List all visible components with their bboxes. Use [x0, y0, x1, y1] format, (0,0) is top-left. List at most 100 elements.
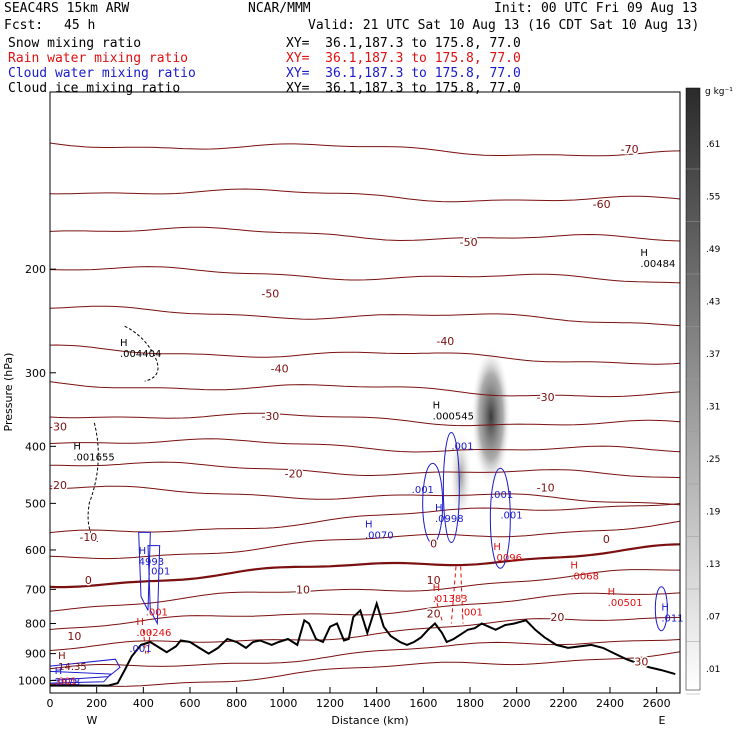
maximum-label: H: [435, 503, 443, 514]
maximum-label: H: [661, 602, 669, 613]
maximum-label: .0998: [435, 514, 464, 525]
colorbar-label: .19: [706, 508, 721, 518]
temperature-contour-label: -30: [49, 420, 67, 433]
legend-cloud-water-xy: XY= 36.1,187.3 to 175.8, 77.0: [286, 66, 521, 81]
cloud-water-contour: [422, 462, 444, 544]
y-axis-ticks: 200 300 400 500 600 700 800 900 1000: [18, 263, 56, 688]
cloud-water-contour: [138, 531, 151, 611]
maximum-label: .001: [461, 607, 483, 618]
cloud-water-contour: [49, 658, 121, 682]
colorbar-label: .55: [706, 193, 720, 203]
maximum-label: H: [433, 583, 441, 594]
temperature-contour-line: [50, 461, 681, 479]
temperature-contour-label: -50: [261, 288, 279, 301]
temperature-contour-line: [49, 520, 681, 560]
temperature-contour-label: -10: [537, 482, 555, 495]
ice-contour: [87, 422, 100, 544]
temperature-contour-label: 0: [603, 533, 610, 546]
maximum-label: .0068: [570, 571, 599, 582]
maximum-label: .001: [491, 490, 513, 501]
mixing-ratio-contours: [49, 325, 668, 684]
y-tick-label: 500: [25, 497, 46, 510]
west-label: W: [87, 714, 98, 727]
temperature-contour-line: [49, 569, 680, 612]
header-valid: Valid: 21 UTC Sat 10 Aug 13 (16 CDT Sat …: [308, 18, 700, 33]
temperature-contour-label: -20: [49, 479, 67, 492]
y-axis-label: Pressure (hPa): [2, 353, 15, 432]
colorbar-unit: g kg⁻¹: [705, 87, 733, 97]
maximum-label: .00484: [640, 259, 675, 270]
plot-frame: [49, 91, 681, 694]
y-tick-label: 300: [25, 367, 46, 380]
colorbar: [685, 87, 701, 691]
x-tick-label: 2000: [503, 697, 531, 710]
maximum-label: H: [73, 442, 81, 453]
maximum-label: .001: [129, 644, 151, 655]
y-tick-label: 1000: [18, 675, 46, 688]
temperature-contour-label: 20: [550, 611, 564, 624]
header-init: Init: 00 UTC Fri 09 Aug 13: [494, 1, 698, 16]
cloud-water-contour: [654, 586, 668, 632]
temperature-contour-label: 10: [67, 630, 81, 643]
temperature-contour-label: 10: [427, 574, 441, 587]
temperature-contour-line: [49, 305, 681, 327]
temperature-contour-line: [49, 344, 681, 365]
x-tick-label: 400: [133, 697, 154, 710]
snow-core: [471, 345, 511, 488]
temperature-contour-line: [49, 616, 681, 651]
maximum-label: H: [120, 338, 128, 349]
header-org: NCAR/MMM: [248, 1, 311, 16]
colorbar-label: .43: [706, 298, 720, 308]
temperature-contour-line: [49, 543, 681, 589]
cloud-water-contour: [489, 467, 511, 569]
x-tick-label: 600: [180, 697, 201, 710]
maximum-label: .00246: [136, 628, 171, 639]
maximum-label: H: [493, 542, 501, 553]
maximum-label: H: [608, 587, 616, 598]
maximum-label: H: [570, 560, 578, 571]
maximum-label: .00501: [608, 598, 643, 609]
rain-water-contour: [142, 629, 151, 654]
temperature-contour-line: [49, 639, 681, 670]
maximum-label: .0070: [365, 531, 394, 542]
colorbar-label: .25: [706, 455, 720, 465]
y-tick-label: 900: [25, 648, 46, 661]
maximum-label: .001: [148, 566, 170, 577]
temperature-contour-line: [49, 485, 681, 506]
legend-rain-name: Rain water mixing ratio: [8, 51, 189, 66]
temperature-contour-label: 10: [296, 583, 310, 596]
maximum-label: .001655: [73, 453, 114, 464]
temperature-contour-label: 30: [634, 655, 648, 668]
x-axis-label: Distance (km): [331, 714, 408, 727]
colorbar-labels: .61 .55 .49 .43 .37 .31 .25 .19 .13 .07 .01: [686, 140, 721, 695]
y-tick-label: 600: [25, 544, 46, 557]
temperature-contour-line: [49, 503, 681, 534]
colorbar-label: .49: [706, 245, 721, 255]
maximum-label: .004404: [120, 349, 161, 360]
temperature-contour-line: [49, 438, 681, 453]
y-tick-label: 800: [25, 617, 46, 630]
temperature-contour-line: [49, 266, 681, 284]
header-fcst-label: Fcst:: [4, 18, 44, 33]
temperature-contour-line: [49, 188, 681, 203]
maximum-label: .000545: [433, 412, 474, 423]
maximum-label: 14.35: [58, 662, 87, 673]
x-tick-label: 200: [86, 697, 107, 710]
x-tick-label: 1800: [456, 697, 484, 710]
x-tick-label: 1600: [409, 697, 437, 710]
x-tick-label: 1400: [363, 697, 391, 710]
temperature-contour-line: [49, 226, 681, 242]
maximum-label: .001: [500, 510, 522, 521]
x-axis-ticks: 0 200 400 600 800 1000 1200 1400 1600 1800 2000 220…: [47, 687, 671, 710]
maximum-label: 4993: [139, 557, 164, 568]
x-tick-label: 1000: [269, 697, 297, 710]
cloud-water-contour: [49, 670, 112, 684]
maximum-label: H: [139, 546, 147, 557]
maximum-label: .011: [661, 613, 683, 624]
temperature-contour-label: -70: [621, 143, 639, 156]
snow-shading: [448, 345, 511, 527]
x-tick-label: 1200: [316, 697, 344, 710]
temperature-contour-label: -40: [436, 335, 454, 348]
maximum-label: .001: [412, 485, 434, 496]
